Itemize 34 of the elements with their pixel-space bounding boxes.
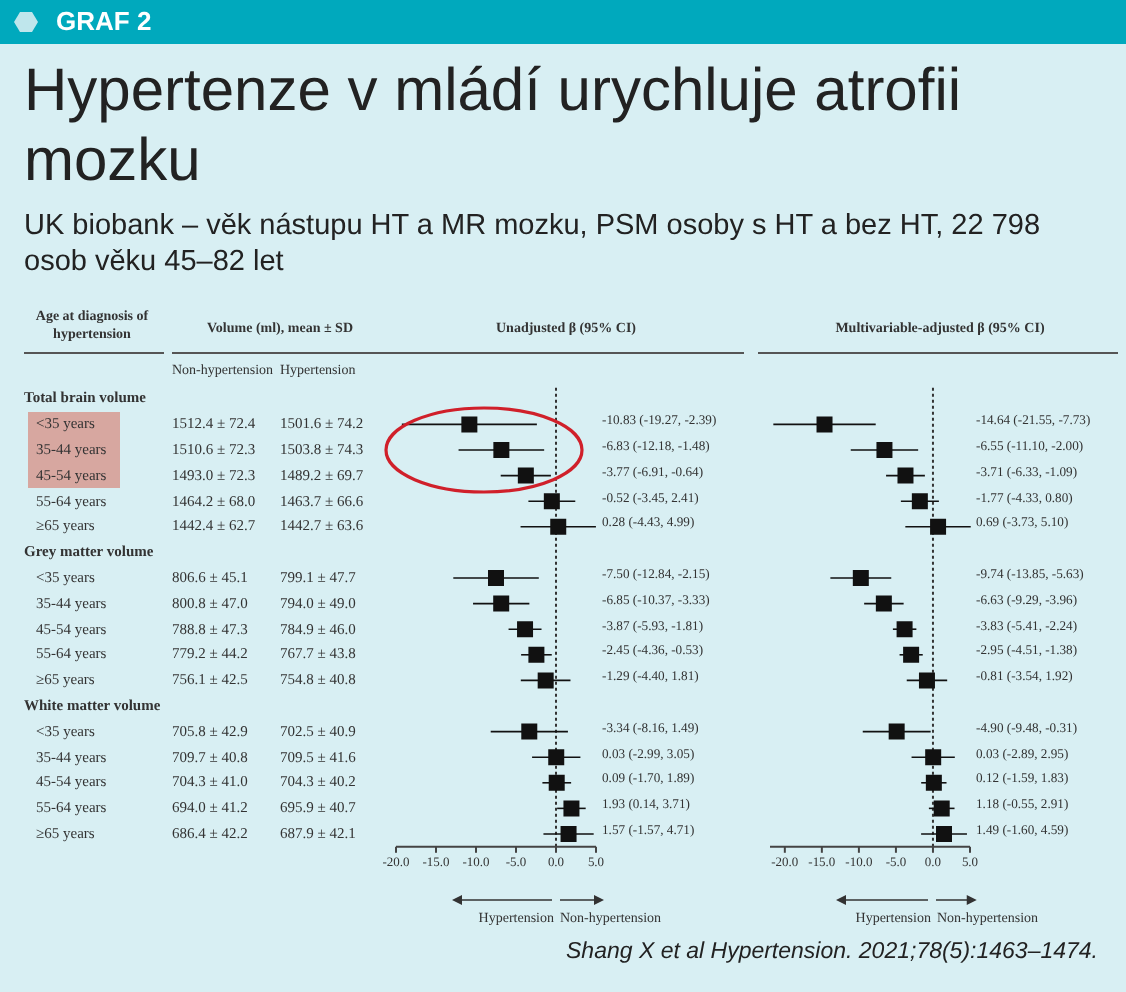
point (876, 442, 893, 458)
point (930, 518, 947, 535)
point (548, 774, 565, 791)
point (918, 672, 935, 689)
point (521, 723, 538, 740)
point (517, 621, 534, 638)
point (493, 595, 510, 612)
point (896, 621, 913, 638)
point (461, 416, 478, 433)
point (537, 672, 554, 689)
text: GRAF 2 (56, 6, 152, 36)
text: Shang X et al Hypertension. 2021;78(5):1463–1474. (566, 940, 1098, 964)
point (933, 800, 950, 817)
point (925, 749, 942, 766)
point (936, 825, 952, 842)
point (888, 723, 905, 740)
text: Hypertenze v mládí urychluje atrofii mozku (24, 56, 964, 196)
point (852, 569, 869, 586)
point (550, 518, 567, 535)
point (925, 774, 942, 791)
point (493, 442, 510, 458)
point (528, 646, 545, 663)
point (560, 825, 577, 842)
point (563, 800, 580, 817)
point (488, 569, 504, 586)
point (903, 646, 920, 663)
point (543, 493, 560, 510)
point (548, 749, 565, 766)
point (517, 467, 534, 484)
point (911, 493, 928, 510)
point (816, 416, 833, 433)
point (897, 467, 914, 484)
text: UK biobank – věk nástupu HT a MR mozku, PSM osoby s HT a bez HT, 22 798 osob věku 45–82 let (24, 208, 1043, 280)
point (875, 595, 892, 612)
